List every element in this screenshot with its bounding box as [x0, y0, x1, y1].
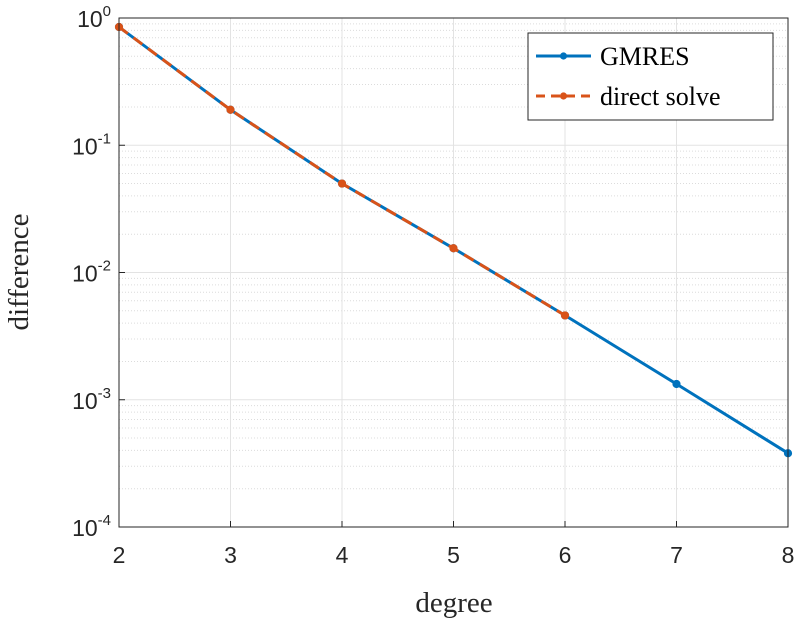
data-point [672, 379, 681, 389]
x-tick-label: 5 [447, 542, 460, 568]
legend-marker [559, 92, 568, 100]
data-point [226, 105, 235, 114]
tick-marks [118, 17, 789, 528]
y-tick-label: 10-2 [72, 258, 111, 287]
legend-label: direct solve [600, 82, 721, 111]
y-tick-label: 10-1 [72, 130, 111, 159]
y-tick-labels: 100 10-1 10-2 10-3 10-4 [72, 3, 111, 541]
x-tick-label: 4 [336, 542, 349, 568]
x-tick-label: 8 [782, 542, 795, 568]
y-tick-label: 100 [77, 3, 111, 32]
legend: GMRES direct solve [527, 32, 774, 121]
x-tick-labels: 2 3 4 5 6 7 8 [113, 542, 795, 568]
x-tick-label: 3 [224, 542, 237, 568]
data-point [449, 244, 458, 253]
x-tick-label: 2 [113, 542, 126, 568]
x-tick-label: 6 [559, 542, 572, 568]
y-tick-label: 10-4 [72, 512, 111, 541]
y-tick-label: 10-3 [72, 385, 111, 414]
y-axis-label: difference [3, 214, 35, 331]
legend-label: GMRES [600, 42, 690, 71]
legend-box [527, 32, 774, 121]
x-tick-label: 7 [670, 542, 683, 568]
x-axis-label: degree [415, 587, 492, 619]
data-point [337, 179, 347, 188]
data-point [560, 311, 570, 320]
legend-marker [559, 52, 568, 60]
